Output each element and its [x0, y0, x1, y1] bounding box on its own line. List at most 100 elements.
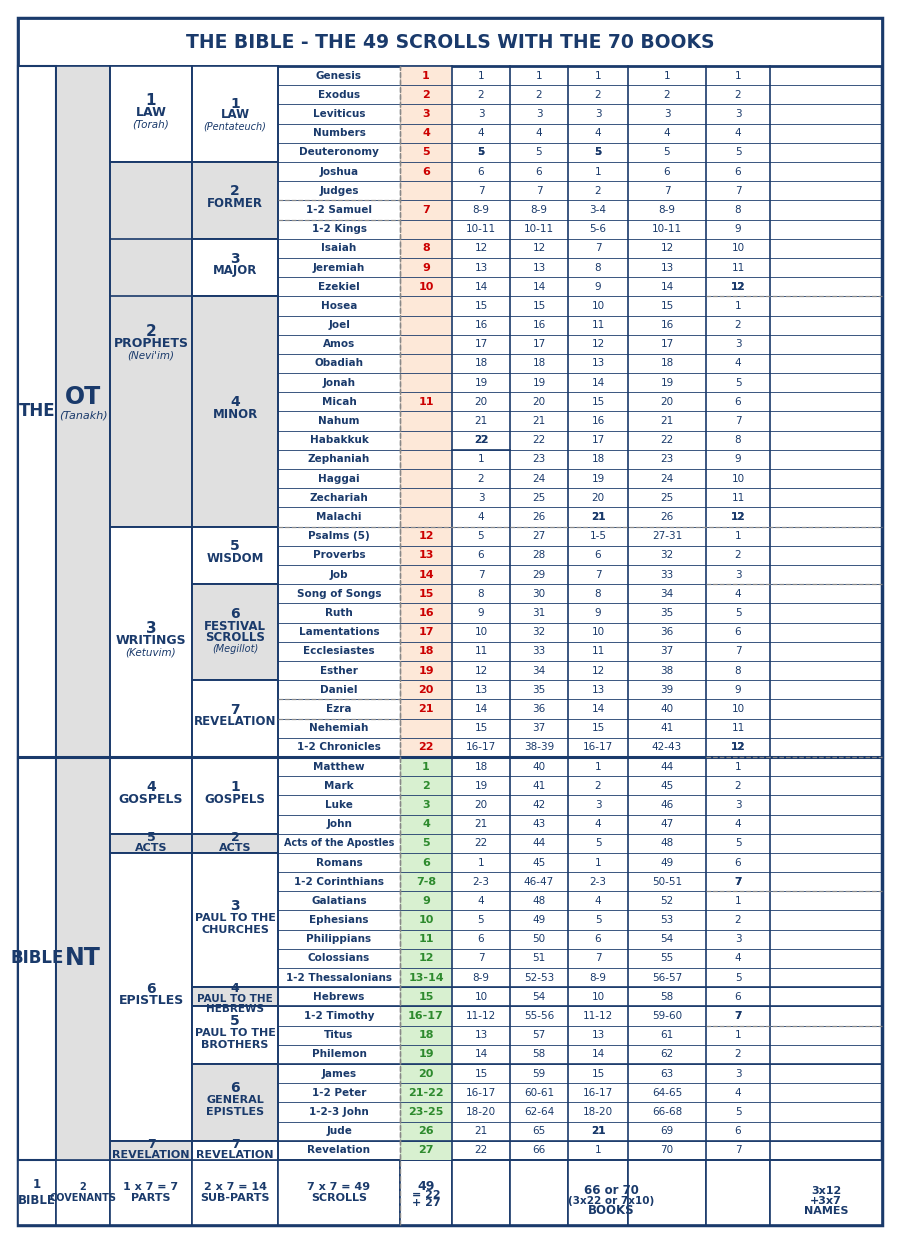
- Text: Jude: Jude: [326, 1126, 352, 1136]
- Text: 14: 14: [591, 1049, 605, 1059]
- Text: 40: 40: [661, 704, 673, 713]
- Text: 16: 16: [533, 321, 545, 331]
- Text: 7: 7: [734, 1011, 742, 1021]
- Text: 4: 4: [478, 128, 484, 138]
- Text: 3: 3: [734, 339, 742, 349]
- Text: 5: 5: [594, 148, 601, 158]
- Text: 11: 11: [474, 646, 488, 656]
- Text: 52: 52: [661, 896, 673, 906]
- Text: 24: 24: [533, 474, 545, 484]
- Text: 8: 8: [422, 244, 430, 254]
- Text: 12: 12: [731, 512, 745, 522]
- Bar: [400, 430, 452, 450]
- Text: 11: 11: [732, 723, 744, 733]
- Bar: [400, 488, 452, 507]
- Bar: [400, 566, 452, 584]
- Text: 5: 5: [147, 830, 156, 844]
- Text: Hosea: Hosea: [320, 301, 357, 311]
- Text: 13: 13: [474, 1030, 488, 1040]
- Text: Daniel: Daniel: [320, 685, 358, 695]
- Text: 11: 11: [591, 646, 605, 656]
- Bar: [400, 584, 452, 603]
- Bar: [110, 853, 192, 1141]
- Text: 14: 14: [474, 704, 488, 713]
- Text: 15: 15: [591, 723, 605, 733]
- Text: 12: 12: [731, 742, 745, 752]
- Text: 1: 1: [422, 762, 430, 772]
- Bar: [18, 17, 882, 66]
- Text: 27: 27: [533, 531, 545, 541]
- Text: 1: 1: [734, 71, 742, 81]
- Text: 1: 1: [422, 71, 430, 81]
- Text: Ezekiel: Ezekiel: [318, 282, 360, 292]
- Text: 1-2-3 John: 1-2-3 John: [309, 1108, 369, 1117]
- Text: 1-2 Thessalonians: 1-2 Thessalonians: [286, 973, 392, 983]
- Text: 19: 19: [418, 665, 434, 676]
- Text: 8-9: 8-9: [472, 205, 490, 215]
- Text: (3x22 or 7x10): (3x22 or 7x10): [568, 1196, 654, 1206]
- Text: 18: 18: [591, 455, 605, 465]
- Bar: [400, 1121, 452, 1141]
- Text: 3: 3: [146, 622, 157, 636]
- Bar: [400, 316, 452, 334]
- Text: 2 x 7 = 14
SUB-PARTS: 2 x 7 = 14 SUB-PARTS: [200, 1182, 270, 1203]
- Bar: [400, 239, 452, 259]
- Text: 5: 5: [734, 1108, 742, 1117]
- Text: 16-17: 16-17: [583, 742, 613, 752]
- Text: 32: 32: [533, 628, 545, 638]
- Text: 1: 1: [478, 858, 484, 868]
- Text: 1 x 7 = 7
PARTS: 1 x 7 = 7 PARTS: [123, 1182, 178, 1203]
- Text: 48: 48: [661, 838, 673, 848]
- Text: Ecclesiastes: Ecclesiastes: [303, 646, 374, 656]
- Text: 12: 12: [661, 244, 673, 254]
- Text: 17: 17: [418, 628, 434, 638]
- Text: 12: 12: [731, 742, 745, 752]
- Bar: [192, 239, 278, 296]
- Text: 12: 12: [474, 665, 488, 676]
- Text: 7: 7: [734, 876, 742, 886]
- Text: 10: 10: [732, 474, 744, 484]
- Text: 2: 2: [734, 89, 742, 99]
- Bar: [400, 259, 452, 277]
- Bar: [192, 853, 278, 987]
- Text: 15: 15: [474, 301, 488, 311]
- Text: 7: 7: [734, 876, 742, 886]
- Text: 17: 17: [533, 339, 545, 349]
- Text: 8: 8: [595, 589, 601, 599]
- Text: 3x12: 3x12: [811, 1186, 842, 1196]
- Text: 1-2 Timothy: 1-2 Timothy: [304, 1011, 374, 1021]
- Text: 4: 4: [734, 589, 742, 599]
- Text: (Tanakh): (Tanakh): [58, 410, 107, 420]
- Text: Zechariah: Zechariah: [310, 492, 368, 503]
- Bar: [400, 373, 452, 393]
- Text: 9: 9: [734, 224, 742, 234]
- Text: 11: 11: [732, 262, 744, 272]
- Text: 5: 5: [230, 539, 240, 553]
- Text: 16-17: 16-17: [466, 742, 496, 752]
- Text: 7: 7: [147, 1137, 156, 1151]
- Bar: [18, 1160, 56, 1226]
- Text: 15: 15: [418, 992, 434, 1002]
- Bar: [510, 1160, 568, 1226]
- Bar: [568, 1160, 628, 1226]
- Text: 5: 5: [230, 1014, 240, 1028]
- Text: 42-43: 42-43: [652, 742, 682, 752]
- Text: Joel: Joel: [328, 321, 350, 331]
- Text: 3: 3: [536, 109, 543, 119]
- Text: 6: 6: [230, 607, 239, 622]
- Text: REVELATION: REVELATION: [194, 715, 276, 728]
- Text: 26: 26: [661, 512, 673, 522]
- Text: 21: 21: [474, 819, 488, 829]
- Text: 7: 7: [595, 569, 601, 579]
- Text: Job: Job: [329, 569, 348, 579]
- Text: Song of Songs: Song of Songs: [297, 589, 382, 599]
- Bar: [400, 181, 452, 200]
- Text: 51: 51: [533, 953, 545, 963]
- Text: 20: 20: [474, 800, 488, 810]
- Text: 2: 2: [595, 185, 601, 195]
- Bar: [400, 334, 452, 354]
- Text: 14: 14: [474, 1049, 488, 1059]
- Text: 39: 39: [661, 685, 673, 695]
- Text: 4: 4: [536, 128, 543, 138]
- Text: 21: 21: [533, 416, 545, 426]
